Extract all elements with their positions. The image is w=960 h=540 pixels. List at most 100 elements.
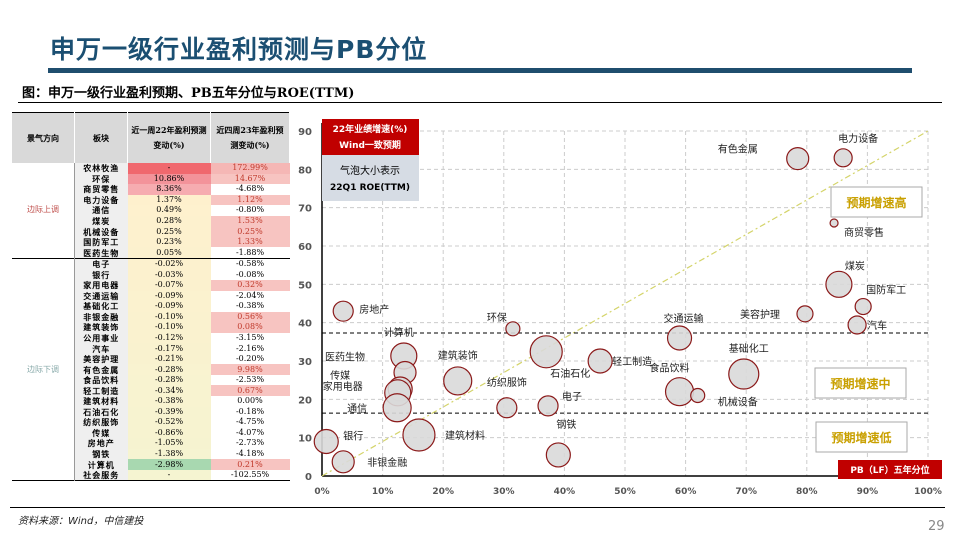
y-tick-label: 60	[298, 242, 312, 253]
bubble	[443, 366, 473, 396]
bubble	[796, 305, 814, 323]
table-row: 建筑材料 -0.38% 0.00%	[12, 396, 290, 407]
week-change-cell: 1.37%	[127, 194, 211, 206]
bubble	[529, 335, 563, 369]
x-tick-label: 20%	[432, 487, 454, 497]
col-header-22-change: 近一周22年盈利预测变动(%)	[127, 112, 211, 163]
bubble	[833, 148, 853, 168]
week-change-cell: -0.09%	[127, 290, 211, 302]
week-change-cell: -0.02%	[127, 257, 211, 270]
x-tick-label: 30%	[493, 487, 515, 497]
zone-box	[814, 367, 907, 399]
bubble	[331, 450, 355, 474]
sector-cell: 有色金属	[74, 364, 128, 375]
table-row: 建筑装饰 -0.10% 0.08%	[12, 322, 290, 333]
week-change-cell: 10.86%	[127, 173, 211, 185]
week-change-cell: -0.17%	[127, 343, 211, 354]
sector-cell: 纺织服饰	[74, 417, 128, 428]
x-tick-label: 80%	[796, 487, 818, 497]
sector-cell: 计算机	[74, 459, 128, 470]
bubble-label: 食品饮料	[650, 362, 690, 375]
bubble-label: 机械设备	[718, 396, 758, 409]
table-row: 边际上调 农林牧渔 -172.99%	[12, 163, 290, 259]
month-change-cell: -3.15%	[235, 333, 265, 343]
sector-cell: 商贸零售	[74, 184, 128, 195]
bubble	[545, 442, 571, 468]
month-change-cell: 9.98%	[210, 364, 290, 375]
sector-cell: 社会服务	[74, 469, 128, 481]
bubble-label: 交通运输	[664, 312, 704, 325]
bubble-label: 汽车	[867, 319, 887, 332]
source-note: 资料来源：Wind，中信建投	[18, 516, 144, 527]
month-change-cell: -0.08%	[235, 269, 265, 279]
bubble	[829, 218, 839, 228]
sector-cell: 国防军工	[74, 236, 128, 248]
table-row: 轻工制造 -0.34% 0.67%	[12, 385, 290, 397]
bubble	[537, 395, 559, 417]
zone-box	[830, 186, 923, 218]
month-change-cell: 0.00%	[237, 396, 263, 406]
xlabel-text: PB（LF）五年分位	[850, 464, 929, 476]
sector-cell: 房地产	[74, 438, 128, 449]
bubble-label: 石油石化	[550, 367, 590, 380]
table-row: 房地产 -1.05% -2.73%	[12, 438, 290, 449]
figure-caption: 图：申万一级行业盈利预期、PB五年分位与ROE(TTM)	[22, 86, 355, 101]
month-change-cell: 0.67%	[210, 385, 290, 397]
month-change-cell: -2.04%	[235, 290, 265, 300]
sector-cell: 建筑材料	[74, 396, 128, 407]
month-change-cell: -0.18%	[235, 406, 265, 416]
y-tick-label: 50	[298, 280, 312, 291]
week-change-cell: -	[127, 469, 211, 481]
table-row: 家用电器 -0.07% 0.32%	[12, 280, 290, 291]
week-change-cell: 0.23%	[127, 236, 211, 248]
bubble-label: 银行	[343, 430, 363, 443]
table-row: 纺织服饰 -0.52% -4.75%	[12, 417, 290, 428]
bubble	[825, 270, 853, 298]
bubble-label: 电力设备	[838, 132, 878, 145]
month-change-cell: 0.21%	[210, 459, 290, 470]
table-row: 电力设备 1.37% 1.12%	[12, 194, 290, 206]
bubble-label: 计算机	[384, 326, 414, 339]
table-row: 非银金融 -0.10% 0.56%	[12, 311, 290, 323]
x-tick-label: 50%	[614, 487, 636, 497]
table-row: 通信 0.49% -0.80%	[12, 205, 290, 216]
table-row: 钢铁 -1.38% -4.18%	[12, 448, 290, 460]
month-change-cell: -1.88%	[235, 247, 265, 257]
month-change-cell: -2.16%	[235, 343, 265, 353]
sector-cell: 美容护理	[74, 353, 128, 365]
caption-divider	[18, 102, 942, 103]
table-row: 机械设备 0.25% 0.25%	[12, 226, 290, 237]
table-row: 汽车 -0.17% -2.16%	[12, 343, 290, 354]
month-change-cell: -4.18%	[235, 449, 265, 459]
col-header-direction: 景气方向	[12, 112, 75, 163]
sector-cell: 医药生物	[74, 247, 128, 259]
bubble	[313, 428, 339, 455]
bubble	[854, 297, 872, 316]
month-change-cell: -4.75%	[235, 417, 265, 427]
xlabel-box	[838, 460, 942, 479]
week-change-cell: -0.10%	[127, 322, 211, 333]
month-change-cell: 0.25%	[210, 226, 290, 237]
x-tick-label: 0%	[314, 487, 329, 497]
sector-cell: 环保	[74, 173, 128, 185]
month-change-cell: 0.56%	[210, 311, 290, 323]
bubble	[587, 348, 613, 374]
month-change-cell: 1.33%	[210, 236, 290, 248]
month-change-cell: -0.80%	[235, 205, 265, 215]
bubble-label: 建筑材料	[445, 429, 485, 442]
sector-cell: 电力设备	[74, 194, 128, 206]
sector-cell: 汽车	[74, 343, 128, 354]
sector-cell: 非银金融	[74, 311, 128, 323]
table-row: 传媒 -0.86% -4.07%	[12, 427, 290, 439]
bubble-label: 医药生物	[325, 351, 365, 364]
week-change-cell: -0.09%	[127, 301, 211, 312]
bubble-label: 商贸零售	[844, 226, 884, 239]
month-change-cell: -0.58%	[210, 257, 290, 270]
bubble-label: 环保	[487, 311, 507, 324]
week-change-cell: -0.38%	[127, 396, 211, 407]
bubble	[666, 325, 693, 351]
bubble-label: 纺织服饰	[487, 376, 527, 389]
table-row: 国防军工 0.23% 1.33%	[12, 236, 290, 248]
week-change-cell: 0.05%	[127, 247, 211, 259]
bubble-label: 有色金属	[718, 143, 758, 156]
